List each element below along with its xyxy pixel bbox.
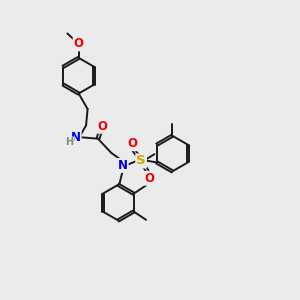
Text: H: H xyxy=(65,137,73,147)
Text: N: N xyxy=(71,131,81,144)
Text: N: N xyxy=(118,159,128,172)
Text: O: O xyxy=(74,38,84,50)
Text: O: O xyxy=(98,120,107,133)
Text: O: O xyxy=(128,137,137,150)
Text: O: O xyxy=(144,172,154,185)
Text: S: S xyxy=(136,154,146,167)
